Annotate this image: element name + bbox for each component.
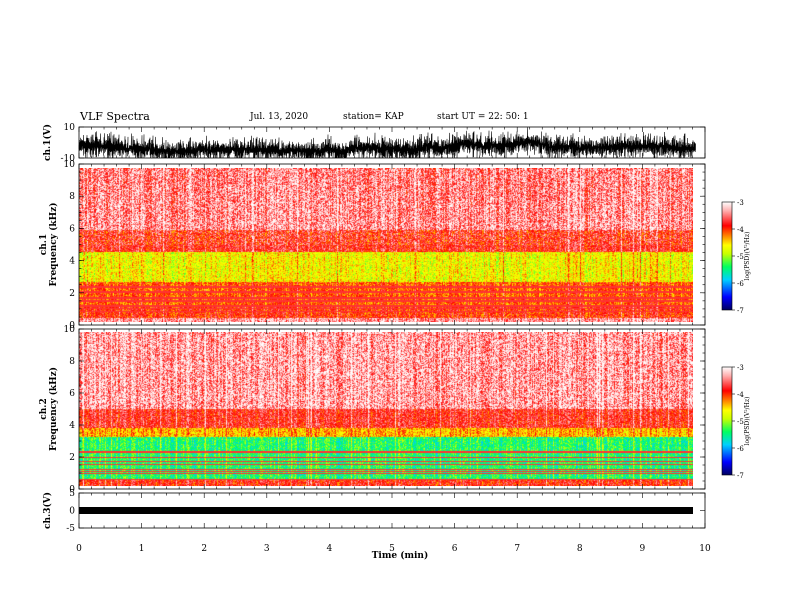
plot-title: VLF Spectra (80, 110, 150, 123)
x-tick-label: 2 (201, 544, 207, 554)
x-tick-label: 7 (514, 544, 520, 554)
waveform-ch1-trace (78, 127, 696, 159)
panel-ch3-waveform (79, 507, 693, 514)
y-axis-channel-label: ch.2 (39, 398, 49, 419)
panel-ch1-spectrogram (79, 168, 693, 322)
colorbar-tick-label: -7 (737, 472, 744, 480)
x-axis-label: Time (min) (372, 550, 429, 561)
x-tick-label: 5 (389, 544, 395, 554)
y-tick-label: 10 (64, 325, 76, 335)
y-tick-label: 0 (69, 507, 75, 517)
y-tick-label: 8 (69, 192, 75, 202)
y-tick-label: 6 (69, 224, 75, 234)
y-axis-label: Frequency (kHz) (48, 367, 59, 451)
y-tick-label: 8 (69, 357, 75, 367)
y-tick-label: 5 (69, 489, 75, 499)
y-axis-label: ch.3(V) (42, 492, 53, 529)
x-tick-label: 9 (640, 544, 646, 554)
x-tick-label: 1 (139, 544, 145, 554)
colorbar-tick-label: -4 (737, 391, 744, 399)
colorbar-tick-label: -3 (737, 364, 744, 372)
x-tick-label: 0 (76, 544, 82, 554)
colorbar-ch2-gradient (721, 366, 733, 476)
colorbar-ch2 (721, 366, 733, 476)
y-tick-label: 0 (69, 321, 75, 331)
colorbar-tick-label: -6 (737, 280, 744, 288)
colorbar-ch1 (721, 201, 733, 311)
spectrogram-ch1-image (79, 168, 693, 322)
y-axis-label: ch.1(V) (42, 124, 53, 161)
x-tick-label: 3 (264, 544, 270, 554)
y-tick-label: 0 (69, 485, 75, 495)
y-tick-label: 6 (69, 389, 75, 399)
colorbar-tick-label: -7 (737, 307, 744, 315)
y-tick-label: -5 (66, 524, 75, 534)
panel-ch2-spectrogram (79, 332, 693, 486)
date-label: Jul. 13, 2020 (250, 112, 309, 122)
colorbar-tick-label: -5 (737, 418, 744, 426)
station-label: station= KAP (343, 112, 404, 122)
start-time-label: start UT = 22: 50: 1 (437, 112, 529, 122)
y-tick-label: 10 (64, 160, 76, 170)
waveform-ch3-trace (79, 507, 693, 514)
spectrogram-ch2-image (79, 332, 693, 486)
y-tick-label: 10 (64, 123, 76, 133)
y-axis-channel-label: ch.1 (39, 234, 49, 255)
colorbar-tick-label: -5 (737, 253, 744, 261)
axis-ticks (78, 126, 735, 529)
colorbar-tick-label: -3 (737, 199, 744, 207)
y-axis-label: Frequency (kHz) (48, 202, 59, 286)
y-tick-label: 2 (69, 289, 75, 299)
y-tick-label: -10 (61, 154, 76, 164)
x-tick-label: 8 (577, 544, 583, 554)
y-tick-label: 4 (69, 421, 75, 431)
colorbar-label: log(PSD)(V²/Hz) (744, 397, 751, 446)
panel-ch1-waveform (78, 127, 696, 159)
y-tick-label: 2 (69, 453, 75, 463)
x-tick-label: 4 (327, 544, 333, 554)
colorbar-ch1-gradient (721, 201, 733, 311)
colorbar-label: log(PSD)(V²/Hz) (744, 232, 751, 281)
colorbar-tick-label: -4 (737, 226, 744, 234)
x-tick-label: 10 (699, 544, 711, 554)
colorbar-tick-label: -6 (737, 445, 744, 453)
y-tick-label: 4 (69, 257, 75, 267)
x-tick-label: 6 (452, 544, 458, 554)
